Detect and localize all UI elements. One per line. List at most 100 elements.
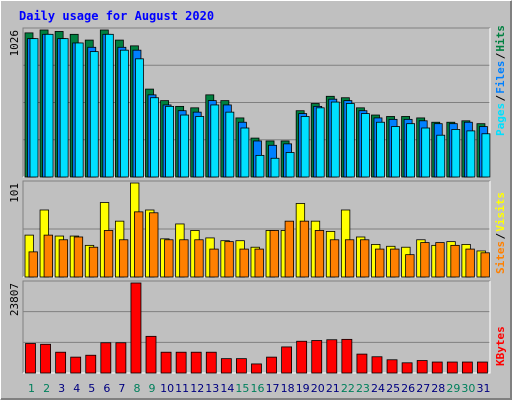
sites-bar bbox=[118, 239, 129, 278]
pages-bar bbox=[391, 126, 400, 178]
legend-files: Files bbox=[494, 61, 507, 94]
kbytes-bar bbox=[100, 342, 112, 374]
sites-bar bbox=[224, 241, 234, 278]
kbytes-bar bbox=[401, 362, 413, 374]
day-label: 21 bbox=[326, 382, 340, 395]
pages-bar bbox=[59, 38, 69, 178]
sites-bar bbox=[465, 248, 475, 278]
sites-bar bbox=[480, 252, 490, 278]
day-label: 27 bbox=[416, 382, 430, 395]
day-label: 28 bbox=[431, 382, 445, 395]
visits-sites-panel bbox=[22, 180, 491, 278]
top-border-top bbox=[22, 27, 490, 177]
kbytes-bar bbox=[251, 363, 262, 374]
day-label: 10 bbox=[160, 382, 174, 395]
kbytes-bar bbox=[416, 360, 428, 374]
middle-border-top bbox=[22, 180, 490, 277]
day-label: 15 bbox=[235, 382, 249, 395]
pages-bar bbox=[135, 58, 144, 178]
kbytes-bar bbox=[115, 342, 127, 374]
pages-bar bbox=[240, 127, 250, 178]
pages-bar bbox=[300, 116, 310, 178]
sites-bar bbox=[28, 251, 38, 278]
sites-bar bbox=[299, 220, 310, 278]
day-label: 19 bbox=[296, 382, 310, 395]
day-label: 5 bbox=[88, 382, 95, 395]
bottom-ymax-label: 23807 bbox=[8, 283, 21, 316]
middle-legend: Sites / Visits bbox=[494, 192, 507, 274]
pages-bar bbox=[195, 116, 205, 178]
pages-bar bbox=[361, 113, 370, 178]
pages-bar bbox=[421, 127, 431, 178]
bottom-legend: KBytes bbox=[494, 326, 507, 366]
kbytes-bar bbox=[160, 351, 172, 374]
pages-bar bbox=[451, 129, 461, 178]
kbytes-bar bbox=[190, 351, 202, 374]
legend-separator: / bbox=[494, 233, 507, 240]
day-label: 12 bbox=[190, 382, 204, 395]
day-label: 8 bbox=[133, 382, 140, 395]
sites-bar bbox=[344, 239, 355, 278]
kbytes-bar bbox=[236, 358, 247, 374]
sites-bar bbox=[164, 239, 174, 278]
pages-bar bbox=[89, 51, 99, 178]
day-label: 24 bbox=[371, 382, 385, 395]
kbytes-bar bbox=[205, 351, 217, 374]
sites-bar bbox=[450, 244, 460, 278]
day-label: 6 bbox=[103, 382, 110, 395]
kbytes-bar bbox=[461, 361, 473, 374]
middle-ymax-label: 101 bbox=[8, 183, 21, 203]
sites-bar bbox=[314, 230, 325, 278]
pages-bar bbox=[330, 101, 340, 178]
sites-bar bbox=[149, 212, 159, 278]
pages-bar bbox=[436, 134, 446, 178]
kbytes-bar bbox=[446, 361, 458, 374]
day-axis-labels: 1 2 3 4 5 6 7 8 9 10 11 12 13 14 15 16 17 18 19 20 21 22 23 24 2… bbox=[28, 382, 490, 395]
pages-bar bbox=[165, 105, 174, 178]
sites-bar bbox=[360, 239, 370, 278]
sites-bar bbox=[420, 242, 430, 278]
day-label: 9 bbox=[149, 382, 156, 395]
legend-sites: Sites bbox=[494, 241, 507, 274]
sites-bar bbox=[88, 246, 99, 278]
hits-files-pages-panel bbox=[22, 27, 491, 178]
sites-bar bbox=[194, 239, 204, 278]
bottom-border-top bbox=[22, 280, 490, 373]
pages-bar bbox=[270, 157, 280, 178]
kbytes-bar bbox=[220, 358, 232, 374]
kbytes-bar bbox=[431, 361, 443, 374]
chart-title: Daily usage for August 2020 bbox=[19, 9, 214, 23]
legend-kbytes: KBytes bbox=[494, 326, 507, 366]
pages-bar bbox=[255, 154, 265, 178]
kbytes-bar bbox=[145, 335, 157, 374]
sites-bar bbox=[390, 248, 400, 278]
kbytes-bar bbox=[326, 339, 338, 374]
day-label: 18 bbox=[281, 382, 295, 395]
day-label: 17 bbox=[266, 382, 280, 395]
day-label: 23 bbox=[356, 382, 370, 395]
sites-bar bbox=[284, 220, 294, 278]
sites-bar bbox=[73, 236, 84, 278]
day-label: 20 bbox=[311, 382, 325, 395]
sites-bar bbox=[179, 239, 189, 278]
sites-bar bbox=[269, 230, 279, 278]
day-label: 14 bbox=[220, 382, 234, 395]
kbytes-bar bbox=[70, 356, 82, 374]
day-label: 26 bbox=[401, 382, 415, 395]
day-label: 30 bbox=[461, 382, 475, 395]
pages-bar bbox=[104, 33, 114, 178]
kbytes-bar bbox=[477, 361, 488, 374]
legend-pages: Pages bbox=[494, 103, 507, 136]
kbytes-bar bbox=[25, 343, 36, 374]
legend-separator: / bbox=[494, 95, 507, 102]
day-label: 13 bbox=[205, 382, 219, 395]
pages-bar bbox=[74, 42, 84, 178]
kbytes-bar bbox=[341, 338, 353, 374]
sites-bar bbox=[405, 254, 415, 278]
pages-bar bbox=[119, 49, 129, 178]
kbytes-bar bbox=[130, 282, 142, 374]
day-label: 7 bbox=[118, 382, 125, 395]
sites-bar bbox=[254, 248, 264, 278]
day-label: 29 bbox=[446, 382, 460, 395]
